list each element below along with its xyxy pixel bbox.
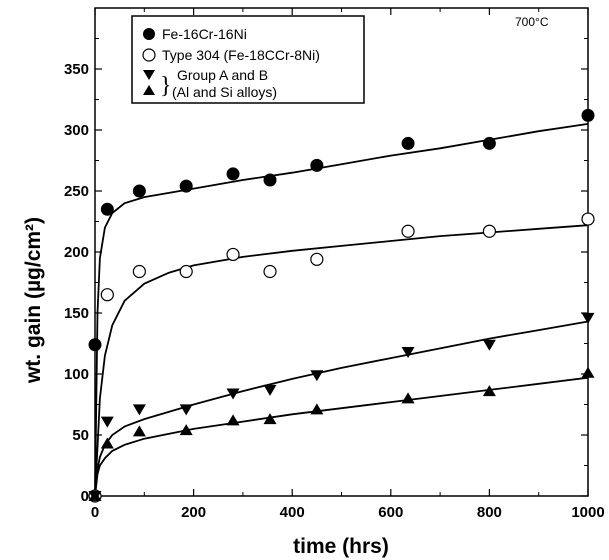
legend-marker-triangle-up xyxy=(143,85,155,95)
y-tick-label: 250 xyxy=(64,183,89,200)
fit-curve-series-3 xyxy=(94,320,589,497)
legend-marker-filled-circle xyxy=(143,28,155,40)
x-tick-label: 1000 xyxy=(571,504,604,521)
x-tick-label: 600 xyxy=(378,504,403,521)
legend-label-group-line1: Group A and B xyxy=(177,67,268,83)
data-point-series-4 xyxy=(132,425,146,437)
data-point-series-4 xyxy=(263,413,277,425)
data-point-series-1 xyxy=(263,173,277,187)
data-point-series-4 xyxy=(179,424,193,436)
data-point-series-2 xyxy=(132,264,146,279)
data-point-series-2 xyxy=(482,224,496,238)
y-tick-label: 350 xyxy=(64,61,89,78)
data-point-series-1 xyxy=(226,167,240,181)
data-point-series-4 xyxy=(581,366,595,378)
data-point-series-2 xyxy=(581,212,595,226)
data-point-series-2 xyxy=(263,264,277,279)
data-point-series-2 xyxy=(401,224,415,238)
data-point-series-3 xyxy=(482,339,496,351)
x-axis-title: time (hrs) xyxy=(293,535,389,558)
x-tick-label: 400 xyxy=(280,504,305,521)
data-point-series-1 xyxy=(88,338,102,352)
fit-curve-series-1 xyxy=(94,123,589,497)
data-point-series-3 xyxy=(179,404,193,416)
x-tick-label: 200 xyxy=(181,504,206,521)
data-point-series-1 xyxy=(482,136,496,150)
y-tick-label: 200 xyxy=(64,244,89,261)
data-point-series-4 xyxy=(100,437,114,449)
legend: Fe-16Cr-16Ni Type 304 (Fe-18CCr-8Ni) } G… xyxy=(131,15,365,104)
fit-curve-series-4 xyxy=(94,376,589,497)
data-point-series-2 xyxy=(226,247,240,262)
data-point-series-1 xyxy=(581,108,595,122)
data-point-series-3 xyxy=(581,312,595,324)
x-tick-label: 0 xyxy=(91,504,99,521)
y-tick-label: 300 xyxy=(64,122,89,139)
y-tick-label: 150 xyxy=(64,305,89,322)
ticks-layer: 0 200 400 600 800 1000 0 50 100 150 200 250 300 350 xyxy=(64,8,605,521)
legend-box xyxy=(131,15,365,104)
data-point-series-4 xyxy=(482,385,496,397)
data-point-series-1 xyxy=(100,202,114,216)
data-point-series-1 xyxy=(132,184,146,198)
data-point-series-3 xyxy=(132,404,146,416)
data-point-series-3 xyxy=(226,388,240,400)
y-tick-label: 50 xyxy=(72,427,89,444)
legend-label-group-line2: (Al and Si alloys) xyxy=(172,84,277,100)
data-point-series-1 xyxy=(179,179,193,193)
y-tick-label: 100 xyxy=(64,366,89,383)
data-point-series-3 xyxy=(310,370,324,382)
data-point-series-4 xyxy=(226,414,240,426)
data-point-series-1 xyxy=(310,158,324,172)
fit-curves xyxy=(94,123,589,497)
data-point-series-3 xyxy=(100,416,114,428)
y-tick-label: 0 xyxy=(81,488,89,505)
data-point-series-4 xyxy=(310,403,324,415)
fit-curve-series-2 xyxy=(94,224,589,497)
data-point-series-3 xyxy=(263,384,277,396)
legend-brace: } xyxy=(160,73,172,99)
data-point-series-3 xyxy=(401,347,415,359)
data-point-series-4 xyxy=(88,490,102,501)
data-point-series-2 xyxy=(179,264,193,279)
legend-marker-triangle-down xyxy=(143,70,155,80)
data-point-series-2 xyxy=(310,252,324,266)
data-point-series-4 xyxy=(401,392,415,404)
data-points xyxy=(88,108,595,503)
legend-marker-open-circle xyxy=(142,48,156,62)
x-tick-label: 800 xyxy=(477,504,502,521)
data-point-series-1 xyxy=(401,136,415,150)
legend-label-series-1: Fe-16Cr-16Ni xyxy=(162,26,247,42)
data-point-series-2 xyxy=(100,288,114,302)
legend-label-series-2: Type 304 (Fe-18CCr-8Ni) xyxy=(162,47,320,63)
y-axis-title: wt. gain (µg/cm²) xyxy=(22,217,45,384)
annotation-temperature: 700°C xyxy=(515,15,549,29)
